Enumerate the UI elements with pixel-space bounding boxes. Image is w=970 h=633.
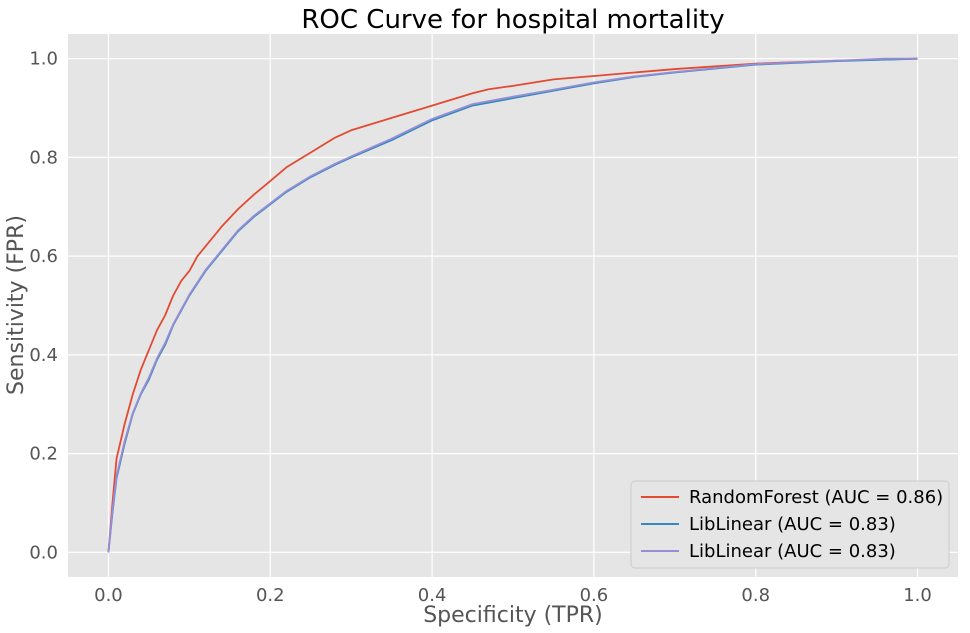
y-tick-label: 1.0: [29, 49, 58, 70]
y-tick-label: 0.2: [29, 444, 58, 465]
y-tick-label: 0.8: [29, 147, 58, 168]
x-tick-label: 0.6: [580, 585, 609, 606]
chart-title: ROC Curve for hospital mortality: [301, 5, 724, 35]
legend-label-0: RandomForest (AUC = 0.86): [689, 487, 943, 508]
x-tick-label: 0.4: [418, 585, 447, 606]
x-tick-labels: 0.0 0.2 0.4 0.6 0.8 1.0: [94, 585, 932, 606]
x-tick-label: 1.0: [903, 585, 932, 606]
series-lines: [107, 57, 918, 553]
series-line-0: [107, 57, 918, 553]
y-tick-labels: 0.0 0.2 0.4 0.6 0.8 1.0: [29, 49, 58, 564]
legend-label-2: LibLinear (AUC = 0.83): [689, 541, 896, 562]
legend-label-1: LibLinear (AUC = 0.83): [689, 514, 896, 535]
x-axis-label: Specificity (TPR): [423, 603, 603, 628]
x-tick-label: 0.2: [256, 585, 285, 606]
x-tick-label: 0.0: [94, 585, 123, 606]
y-tick-label: 0.4: [29, 345, 58, 366]
y-tick-label: 0.6: [29, 246, 58, 267]
y-tick-label: 0.0: [29, 542, 58, 563]
y-axis-label: Sensitivity (FPR): [4, 215, 29, 395]
x-tick-label: 0.8: [741, 585, 770, 606]
legend: RandomForest (AUC = 0.86) LibLinear (AUC …: [630, 480, 950, 569]
legend-box: [630, 480, 950, 569]
series-line-2: [107, 57, 918, 553]
